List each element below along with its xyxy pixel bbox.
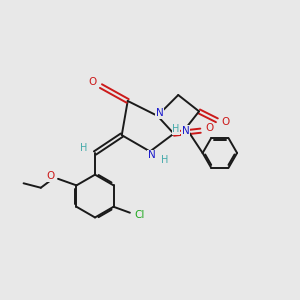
Text: N: N — [182, 126, 190, 136]
Text: H: H — [172, 124, 180, 134]
Text: N: N — [156, 108, 164, 118]
Text: H: H — [160, 155, 168, 165]
Text: O: O — [88, 76, 96, 87]
Text: N: N — [148, 150, 155, 160]
Text: O: O — [46, 172, 55, 182]
Text: H: H — [80, 142, 87, 153]
Text: Cl: Cl — [134, 210, 145, 220]
Text: O: O — [205, 123, 214, 133]
Text: O: O — [221, 117, 229, 127]
